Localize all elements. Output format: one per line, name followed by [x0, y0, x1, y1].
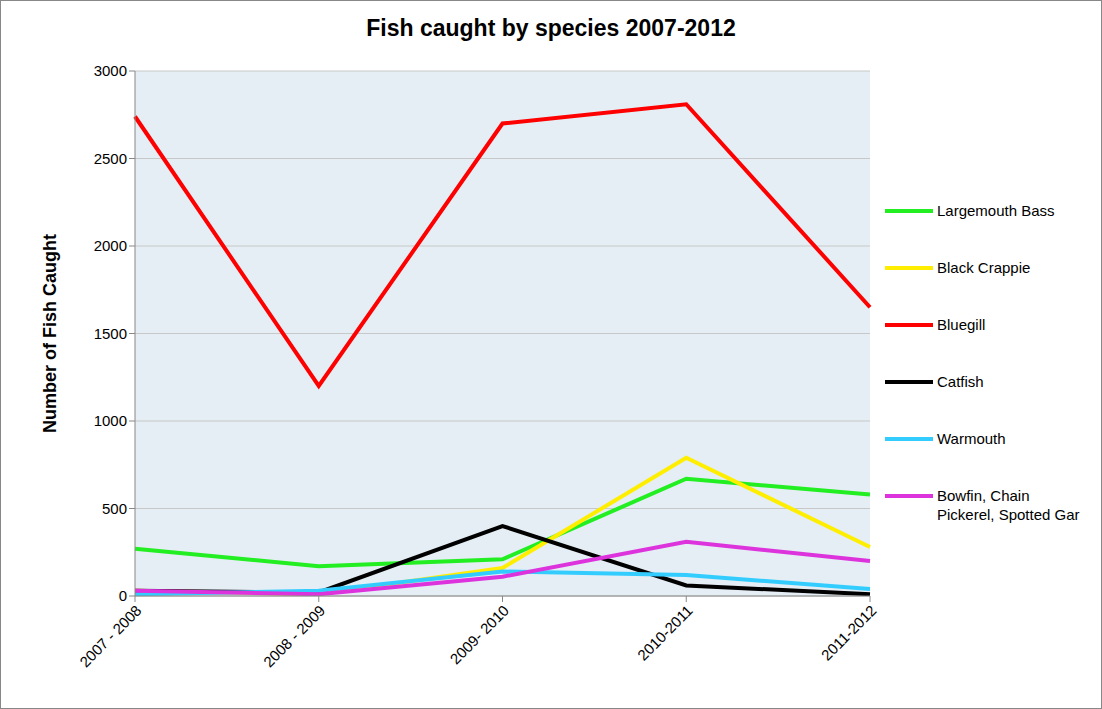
svg-text:1500: 1500: [94, 325, 127, 342]
svg-text:2011-2012: 2011-2012: [818, 602, 880, 664]
svg-text:2009- 2010: 2009- 2010: [446, 602, 512, 668]
html-text:Bluegill: Bluegill: [937, 315, 986, 333]
svg-text:2007 - 2008: 2007 - 2008: [76, 602, 145, 671]
svg-text:2000: 2000: [94, 237, 127, 254]
svg-text:500: 500: [102, 500, 127, 517]
svg-text:2500: 2500: [94, 150, 127, 167]
html-text:Black Crappie: Black Crappie: [937, 258, 1031, 276]
svg-text:2010-2011: 2010-2011: [634, 602, 696, 664]
html-text:Catfish: Catfish: [937, 372, 984, 390]
svg-text:2008 - 2009: 2008 - 2009: [260, 602, 329, 671]
svg-text:Number of Fish Caught: Number of Fish Caught: [40, 234, 60, 433]
html-text:Largemouth Bass: Largemouth Bass: [937, 201, 1055, 219]
html-text:Warmouth: Warmouth: [937, 429, 1006, 447]
html-text:Fish caught by species 2007-20: Fish caught by species 2007-2012: [366, 15, 736, 41]
svg-text:3000: 3000: [94, 62, 127, 79]
html-text:Bowfin, Chain Pickerel, Spotte: Bowfin, Chain Pickerel, Spotted Gar: [937, 486, 1080, 523]
svg-text:1000: 1000: [94, 412, 127, 429]
svg-text:0: 0: [119, 587, 127, 604]
